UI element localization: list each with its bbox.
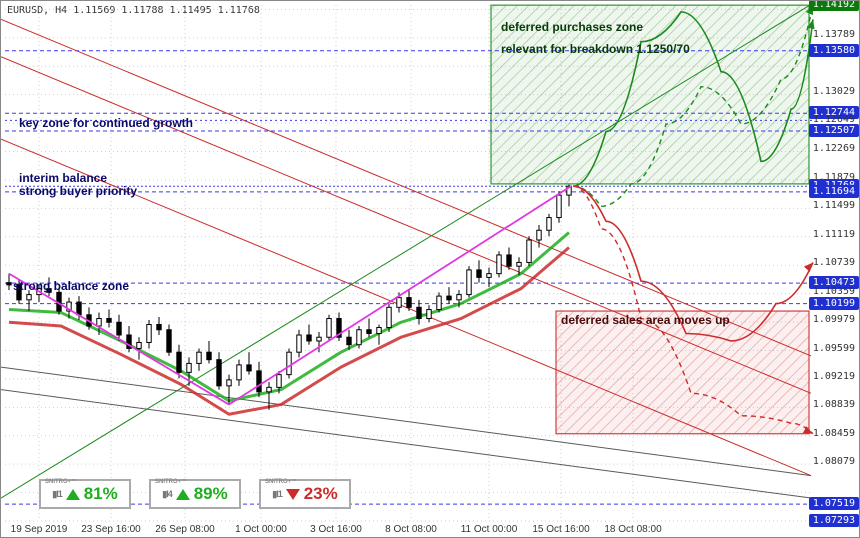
indicator-brand: SNITRO+™	[45, 479, 77, 485]
price-tag: 1.10359	[809, 285, 859, 298]
price-tag: 1.09599	[809, 342, 859, 355]
indicator-value: 23%	[304, 484, 338, 504]
indicator-value: 89%	[194, 484, 228, 504]
price-tag: 1.09979	[809, 313, 859, 326]
price-tag: 1.13580	[809, 44, 859, 57]
price-tag: 1.10739	[809, 256, 859, 269]
annotation-text: relevant for breakdown 1.1250/70	[501, 42, 690, 56]
x-axis-label: 23 Sep 16:00	[81, 524, 141, 535]
price-tag: 1.11694	[809, 185, 859, 198]
triangle-up-icon	[176, 489, 190, 500]
price-tag: 1.07293	[809, 514, 859, 527]
price-tag: 1.12507	[809, 124, 859, 137]
triangle-down-icon	[286, 489, 300, 500]
annotation-text: deferred purchases zone	[501, 20, 643, 34]
price-tag: 1.08459	[809, 427, 859, 440]
indicator-brand: SNITRO+™	[265, 479, 297, 485]
indicator-box: SNITRO+™ ▮I1 23%	[259, 479, 351, 509]
price-tag: 1.10199	[809, 297, 859, 310]
price-tag: 1.08839	[809, 398, 859, 411]
annotation-text: key zone for continued growth	[19, 116, 193, 130]
price-tag: 1.13789	[809, 28, 859, 41]
price-tag: 1.11499	[809, 199, 859, 212]
indicator-box: SNITRO+™ ▮I4 89%	[149, 479, 241, 509]
price-tag: 1.07519	[809, 497, 859, 510]
price-tag: 1.09219	[809, 370, 859, 383]
price-tag: 1.13029	[809, 85, 859, 98]
chart-svg	[1, 1, 860, 538]
price-tag: 1.14192	[809, 0, 859, 11]
price-tag: 1.12269	[809, 142, 859, 155]
indicator-brand: SNITRO+™	[155, 479, 187, 485]
chart-container: EURUSD, H4 1.11569 1.11788 1.11495 1.117…	[0, 0, 860, 538]
indicator-period-icon: ▮I1	[272, 489, 281, 500]
price-tag: 1.08079	[809, 455, 859, 468]
x-axis-label: 19 Sep 2019	[11, 524, 68, 535]
annotation-text: deferred sales area moves up	[561, 313, 730, 327]
annotation-text: strong buyer priority	[19, 184, 137, 198]
triangle-up-icon	[66, 489, 80, 500]
x-axis-label: 18 Oct 08:00	[604, 524, 661, 535]
x-axis-label: 15 Oct 16:00	[532, 524, 589, 535]
x-axis-label: 11 Oct 00:00	[461, 524, 518, 535]
indicator-period-icon: ▮I4	[162, 489, 171, 500]
x-axis-label: 3 Oct 16:00	[310, 524, 362, 535]
x-axis-label: 8 Oct 08:00	[385, 524, 437, 535]
price-tag: 1.11119	[809, 228, 859, 241]
annotation-text: interim balance	[19, 171, 107, 185]
annotation-text: strong balance zone	[13, 279, 129, 293]
indicator-box: SNITRO+™ ▮I1 81%	[39, 479, 131, 509]
indicator-period-icon: ▮I1	[52, 489, 61, 500]
indicator-value: 81%	[84, 484, 118, 504]
x-axis-label: 1 Oct 00:00	[235, 524, 287, 535]
x-axis-label: 26 Sep 08:00	[155, 524, 215, 535]
